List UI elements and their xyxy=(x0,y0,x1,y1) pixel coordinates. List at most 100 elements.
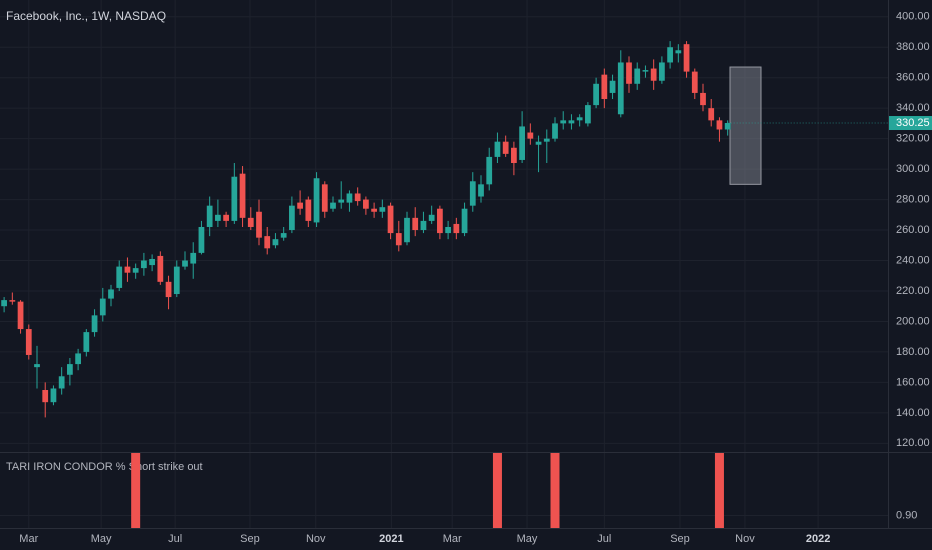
y-tick-label: 200.00 xyxy=(896,315,930,327)
candle-body xyxy=(502,141,509,154)
candle-body xyxy=(173,266,180,295)
candle-body xyxy=(354,193,361,202)
y-tick-label: 160.00 xyxy=(896,376,930,388)
candle-body xyxy=(659,62,665,81)
candle-body xyxy=(700,92,706,106)
y-tick-label: 360.00 xyxy=(896,72,930,84)
candle-body xyxy=(387,205,394,234)
candle-body xyxy=(239,173,246,218)
candle-body xyxy=(691,71,698,93)
candle-body xyxy=(182,260,188,267)
candle-body xyxy=(256,211,262,238)
candle-body xyxy=(67,364,73,375)
x-tick-label: Nov xyxy=(306,533,326,545)
candle-body xyxy=(297,202,303,209)
y-tick-label: 400.00 xyxy=(896,11,930,23)
y-tick-label: 240.00 xyxy=(896,254,930,266)
candle-body xyxy=(445,226,451,234)
x-tick-label: May xyxy=(91,533,112,545)
candle-body xyxy=(99,298,106,316)
candle-body xyxy=(395,233,402,246)
candle-body xyxy=(198,226,205,253)
candle-body xyxy=(321,184,328,212)
candle-body xyxy=(9,300,16,302)
candle-body xyxy=(626,62,632,84)
y-tick-label: 320.00 xyxy=(896,133,930,145)
candle-body xyxy=(165,281,172,298)
candle-body xyxy=(157,255,164,282)
candle-body xyxy=(75,353,81,365)
candle-body xyxy=(313,178,320,223)
last-price-tag xyxy=(889,116,932,131)
x-tick-label: Nov xyxy=(735,533,755,545)
candle-body xyxy=(141,260,147,269)
candle-body xyxy=(642,70,649,72)
candle-body xyxy=(667,47,673,63)
indicator-bar xyxy=(714,453,724,528)
indicator-title: TARI IRON CONDOR % Short strike out xyxy=(6,461,203,473)
candle-body xyxy=(585,105,591,124)
candle-body xyxy=(223,214,229,221)
candle-body xyxy=(272,239,279,246)
y-tick-label: 180.00 xyxy=(896,346,930,358)
candle-body xyxy=(379,207,386,212)
candle-body xyxy=(519,126,525,160)
candle-body xyxy=(264,236,271,249)
x-tick-label: Jul xyxy=(168,533,182,545)
candle-body xyxy=(412,217,419,231)
candle-body xyxy=(634,68,641,84)
candle-body xyxy=(116,266,123,288)
candle-body xyxy=(428,214,435,221)
y-tick-label: 380.00 xyxy=(896,41,930,53)
candle-body xyxy=(215,214,221,221)
candle-body xyxy=(437,208,443,234)
candle-body xyxy=(338,199,345,203)
candle-body xyxy=(609,80,616,93)
candle-body xyxy=(453,223,460,234)
candle-body xyxy=(289,205,295,231)
x-tick-label: Sep xyxy=(240,533,260,545)
candle-body xyxy=(149,258,155,266)
candle-body xyxy=(461,208,468,234)
candle-body xyxy=(724,123,731,130)
x-tick-label: Sep xyxy=(670,533,690,545)
candle-body xyxy=(511,147,517,164)
candle-body xyxy=(568,120,575,124)
candle-body xyxy=(17,301,24,330)
candle-body xyxy=(560,120,567,124)
y-tick-label: 300.00 xyxy=(896,163,930,175)
candle-body xyxy=(535,141,542,145)
candle-body xyxy=(58,376,65,389)
candle-body xyxy=(469,181,476,206)
y-tick-label: 140.00 xyxy=(896,407,930,419)
chart-title: Facebook, Inc., 1W, NASDAQ xyxy=(6,9,166,23)
candle-body xyxy=(494,141,501,157)
candle-body xyxy=(617,62,624,115)
candle-body xyxy=(231,176,238,221)
candle-body xyxy=(132,268,139,273)
candle-body xyxy=(330,202,336,209)
candle-body xyxy=(124,266,131,273)
candle-body xyxy=(576,117,583,121)
candle-body xyxy=(50,388,57,403)
x-tick-label: Mar xyxy=(19,533,38,545)
candle-body xyxy=(708,108,715,121)
candle-body xyxy=(371,208,377,212)
candle-body xyxy=(25,329,32,355)
candle-body xyxy=(716,120,723,130)
candle-body xyxy=(486,156,493,185)
candle-body xyxy=(404,217,410,243)
candle-body xyxy=(247,217,254,227)
candle-body xyxy=(675,50,682,54)
x-tick-label: 2021 xyxy=(379,533,403,545)
candle-body xyxy=(1,300,7,307)
x-tick-label: Jul xyxy=(597,533,611,545)
candle-body xyxy=(420,220,427,231)
indicator-bar xyxy=(131,453,141,528)
candle-body xyxy=(683,44,690,72)
candle-body xyxy=(593,83,599,106)
candle-body xyxy=(601,74,608,100)
candle-body xyxy=(34,364,40,368)
